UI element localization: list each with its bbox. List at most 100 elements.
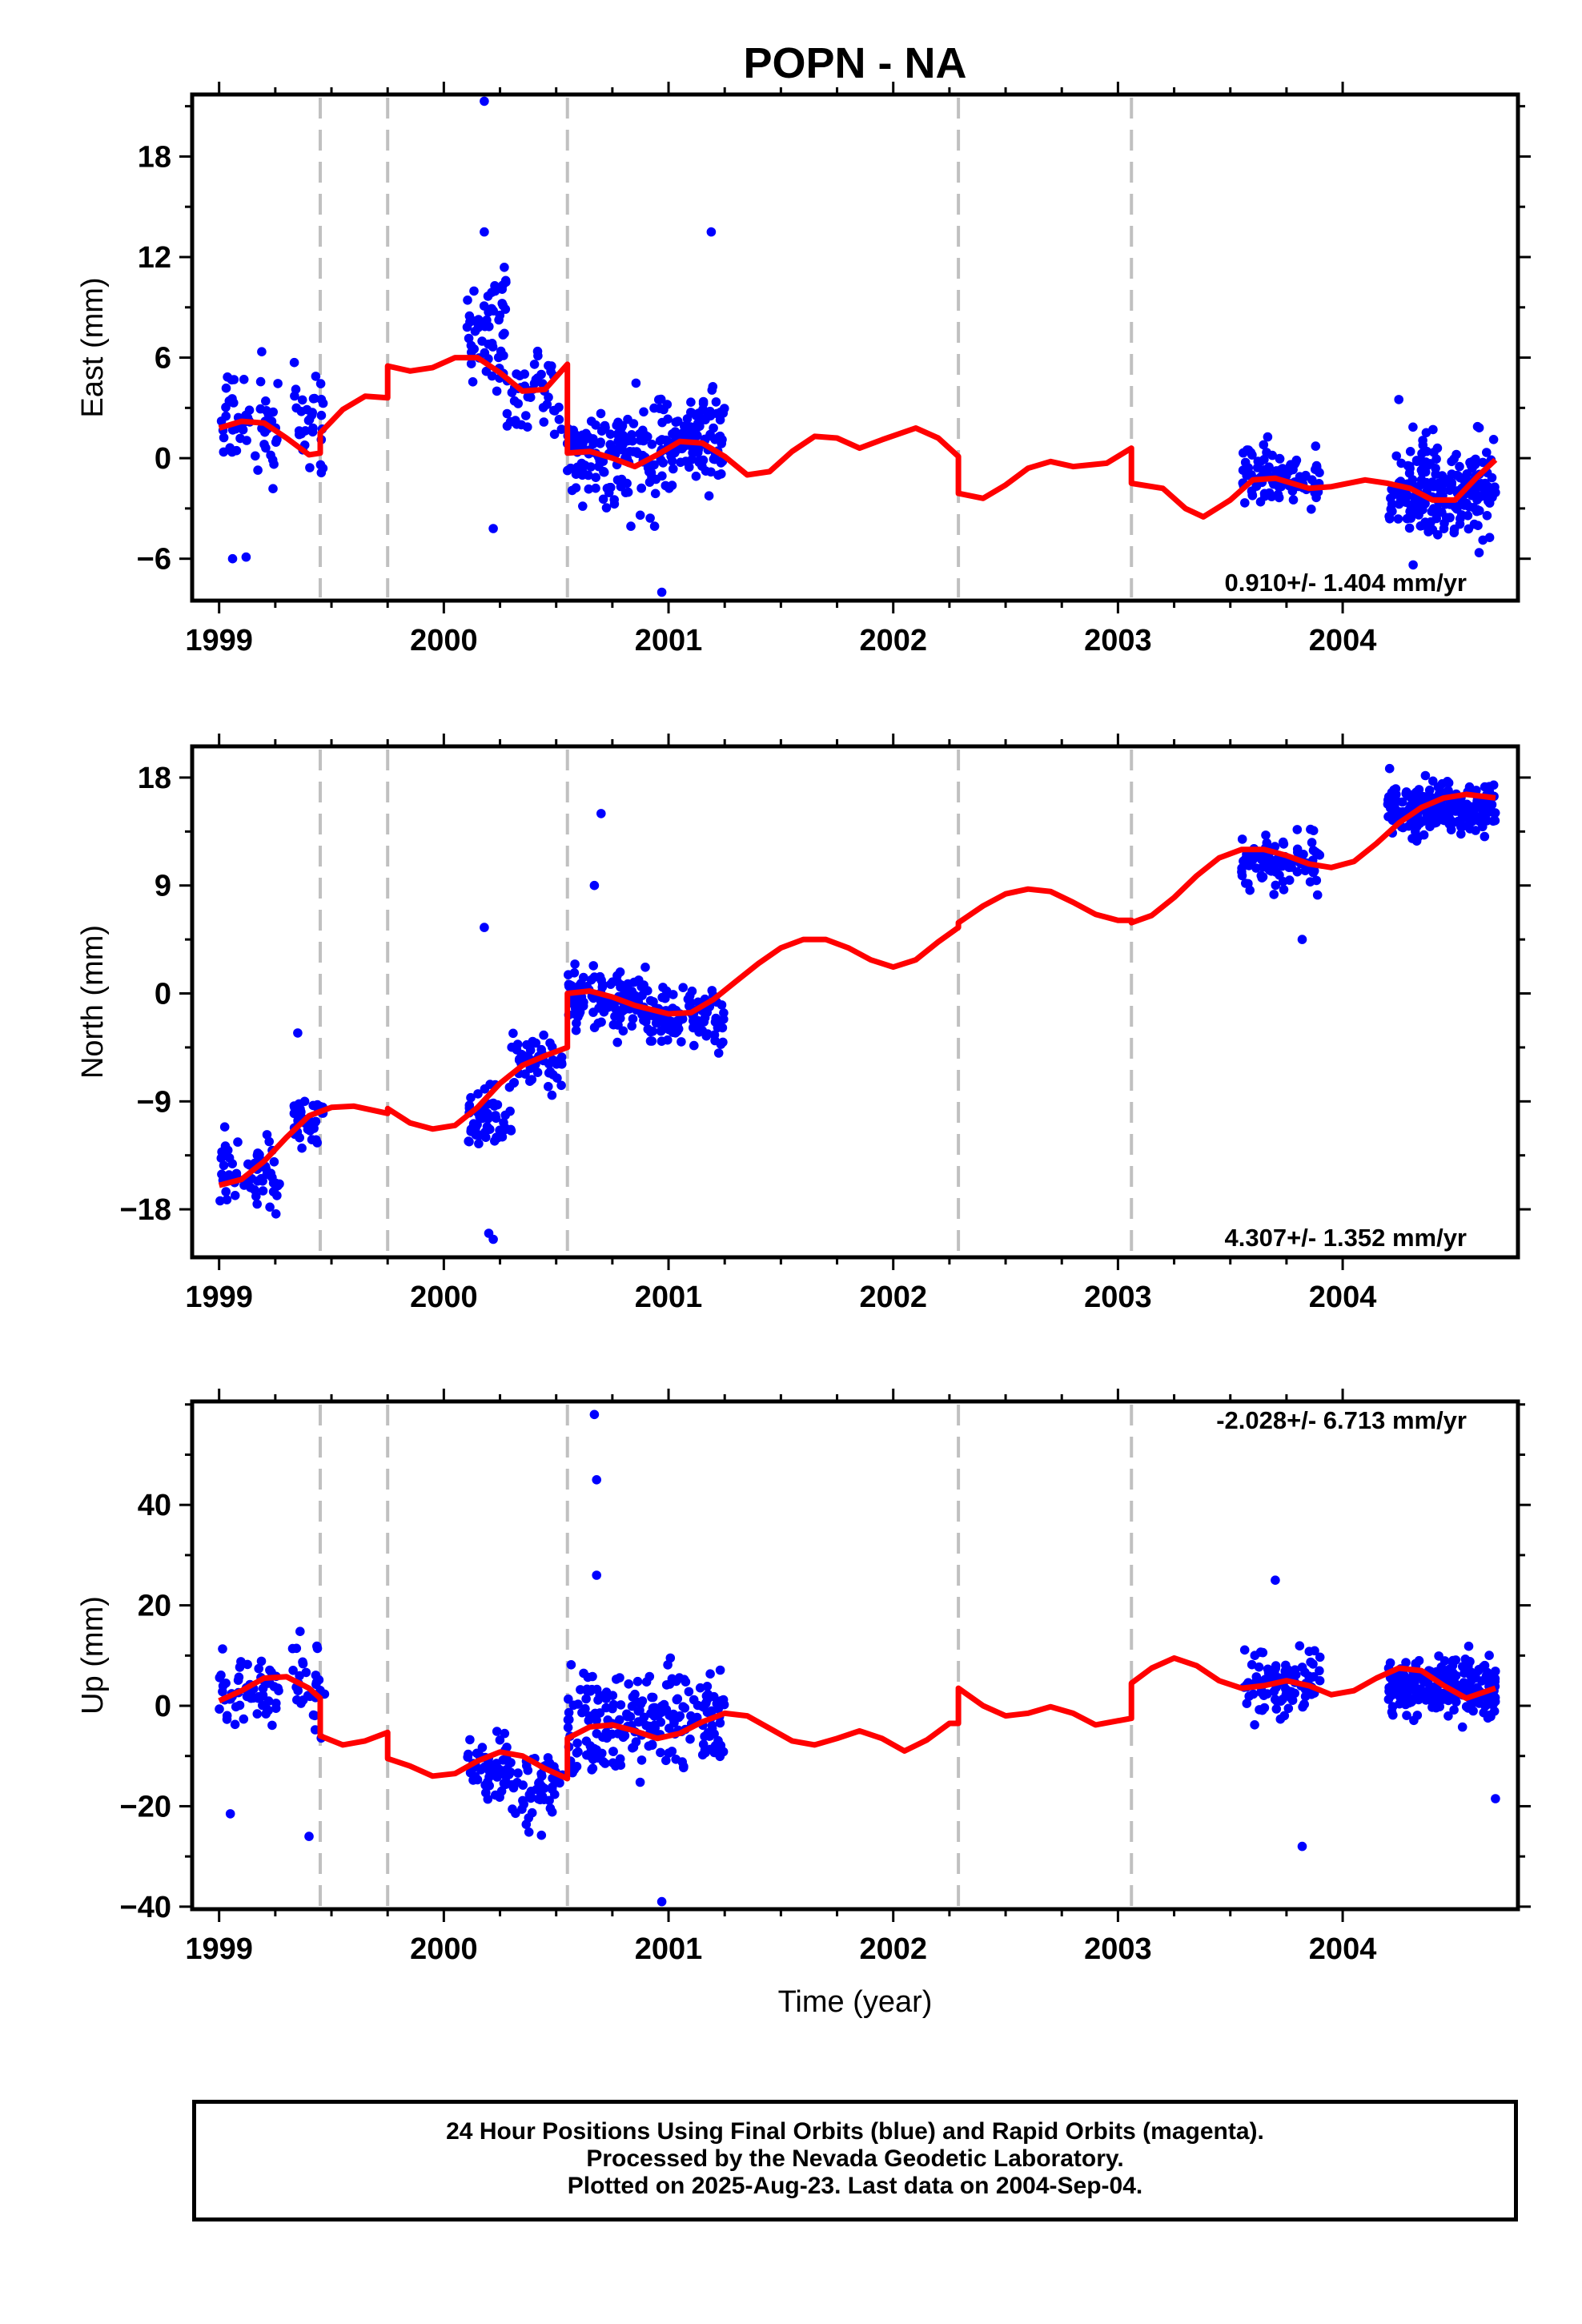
data-point bbox=[1271, 1575, 1280, 1585]
data-point bbox=[1435, 490, 1445, 500]
data-point bbox=[667, 456, 677, 466]
data-point bbox=[1295, 1641, 1305, 1651]
data-point bbox=[686, 397, 696, 408]
data-point bbox=[1240, 498, 1250, 508]
data-point bbox=[311, 1671, 321, 1680]
data-point bbox=[1417, 521, 1427, 530]
data-point bbox=[1456, 510, 1467, 520]
data-point bbox=[658, 458, 668, 468]
data-point bbox=[647, 1740, 657, 1750]
x-tick-label: 2000 bbox=[410, 624, 478, 657]
data-point bbox=[563, 1715, 573, 1725]
data-point bbox=[1309, 1672, 1319, 1682]
data-point bbox=[677, 1014, 688, 1024]
data-point bbox=[1267, 450, 1277, 460]
data-point bbox=[488, 524, 498, 533]
data-point bbox=[1298, 1702, 1307, 1712]
data-point bbox=[567, 981, 576, 991]
data-point bbox=[685, 1734, 695, 1744]
data-point bbox=[464, 1100, 475, 1110]
data-point bbox=[593, 1695, 603, 1705]
data-point bbox=[271, 1209, 281, 1219]
footer-line-2: Processed by the Nevada Geodetic Laborat… bbox=[586, 2145, 1124, 2172]
data-point bbox=[657, 471, 667, 481]
data-point bbox=[1421, 1677, 1431, 1687]
footer-box: 24 Hour Positions Using Final Orbits (bl… bbox=[192, 2100, 1518, 2221]
data-point bbox=[1455, 461, 1464, 472]
data-point bbox=[268, 484, 278, 493]
data-point bbox=[713, 1704, 723, 1714]
data-point bbox=[569, 968, 580, 978]
data-point bbox=[713, 470, 723, 480]
data-point bbox=[222, 1711, 232, 1721]
data-point bbox=[596, 408, 606, 419]
data-point bbox=[1384, 512, 1394, 521]
data-point bbox=[295, 1671, 304, 1681]
data-point bbox=[701, 415, 710, 424]
data-point bbox=[656, 587, 667, 597]
data-point bbox=[230, 1191, 240, 1200]
data-point bbox=[477, 1743, 488, 1752]
data-point bbox=[670, 427, 681, 436]
x-tick-label: 2001 bbox=[635, 1932, 703, 1966]
data-point bbox=[504, 1759, 514, 1768]
data-point bbox=[1483, 798, 1492, 808]
data-point bbox=[631, 1737, 641, 1747]
data-point bbox=[1275, 1714, 1286, 1724]
data-point bbox=[536, 369, 546, 380]
data-point bbox=[288, 1666, 298, 1675]
x-tick-label: 2004 bbox=[1309, 1932, 1377, 1966]
data-point bbox=[239, 375, 249, 384]
data-point bbox=[1491, 1794, 1500, 1803]
data-point bbox=[218, 1644, 227, 1654]
data-point bbox=[295, 1626, 305, 1636]
data-point bbox=[581, 1694, 591, 1704]
data-point bbox=[1287, 1695, 1298, 1705]
y-tick-label: −9 bbox=[137, 1085, 171, 1119]
y-tick-label: 40 bbox=[138, 1489, 171, 1522]
data-point bbox=[293, 1028, 303, 1038]
data-point bbox=[571, 1025, 581, 1035]
data-point bbox=[669, 1709, 678, 1719]
y-tick-label: −18 bbox=[120, 1193, 171, 1227]
data-point bbox=[254, 1663, 264, 1674]
data-point bbox=[714, 432, 724, 442]
data-point bbox=[267, 1720, 277, 1731]
data-point bbox=[604, 483, 615, 493]
data-point bbox=[244, 1160, 255, 1170]
data-point bbox=[464, 1136, 473, 1146]
data-point bbox=[273, 379, 283, 388]
data-point bbox=[588, 961, 598, 971]
data-point bbox=[1405, 447, 1415, 456]
data-point bbox=[678, 983, 688, 992]
data-point bbox=[706, 467, 716, 477]
x-tick-label: 1999 bbox=[185, 1281, 253, 1314]
data-point bbox=[656, 1896, 667, 1907]
y-tick-label: 6 bbox=[155, 342, 171, 376]
data-point bbox=[468, 377, 478, 387]
data-point bbox=[584, 484, 594, 494]
data-point bbox=[473, 1089, 483, 1099]
data-point bbox=[289, 357, 299, 368]
data-point bbox=[715, 1665, 725, 1675]
data-point bbox=[1387, 1681, 1398, 1691]
data-point bbox=[1421, 477, 1431, 488]
data-point bbox=[1389, 489, 1399, 500]
data-point bbox=[1418, 505, 1427, 515]
data-point bbox=[713, 1023, 723, 1033]
data-point bbox=[1482, 511, 1492, 521]
rate-label: 0.910+/- 1.404 mm/yr bbox=[1225, 569, 1467, 597]
data-point bbox=[262, 1130, 272, 1140]
data-point bbox=[526, 1787, 536, 1796]
data-point bbox=[597, 979, 608, 990]
data-point bbox=[1463, 813, 1473, 822]
data-point bbox=[612, 475, 623, 485]
data-point bbox=[547, 1807, 557, 1817]
data-point bbox=[233, 1137, 243, 1147]
data-point bbox=[679, 1762, 689, 1771]
data-points bbox=[215, 763, 1500, 1244]
data-point bbox=[219, 447, 229, 457]
data-point bbox=[655, 436, 665, 446]
data-point bbox=[608, 1758, 618, 1768]
rate-label: 4.307+/- 1.352 mm/yr bbox=[1225, 1224, 1467, 1252]
